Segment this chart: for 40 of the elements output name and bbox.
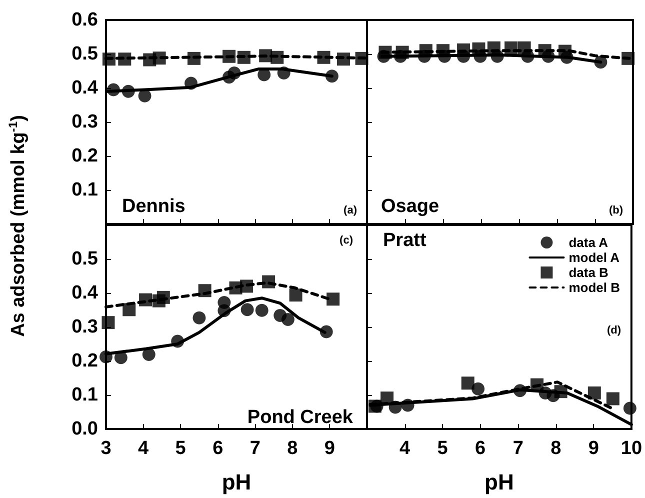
x-tick-label: 3 <box>100 438 112 459</box>
x-tick-label: 6 <box>212 438 224 459</box>
annotation: (a) <box>344 204 358 216</box>
x-tick-label: 9 <box>588 438 599 459</box>
annotation: (d) <box>606 324 622 336</box>
y-tick-label: 0.1 <box>72 384 98 406</box>
x-tick-label: 8 <box>550 438 562 459</box>
y-tick-label: 0.5 <box>72 248 98 270</box>
annotation: Pratt <box>383 230 427 251</box>
x-axis-title: pH <box>484 470 514 494</box>
x-tick-label: 7 <box>512 438 524 459</box>
x-tick-label: 4 <box>138 438 149 459</box>
x-tick-label: 7 <box>250 438 260 459</box>
legend-label: data B <box>568 265 608 280</box>
x-tick-label: 10 <box>620 438 642 459</box>
annotation: Dennis <box>122 196 186 217</box>
x-tick-label: 6 <box>475 438 486 459</box>
y-tick-label: 0.4 <box>72 78 98 98</box>
legend-label: model B <box>568 280 620 295</box>
y-tick-label: 0.4 <box>72 282 98 304</box>
x-tick-label: 9 <box>324 438 336 459</box>
annotation: (b) <box>608 204 624 216</box>
y-tick-label: 0.2 <box>72 146 98 166</box>
y-tick-label: 0.0 <box>72 418 98 440</box>
y-tick-label: 0.1 <box>72 180 98 200</box>
y-tick-label: 0.5 <box>72 44 98 64</box>
legend-label: data A <box>568 235 609 250</box>
x-tick-label: 4 <box>399 438 410 459</box>
y-tick-label: 0.3 <box>72 316 98 338</box>
y-tick-label: 0.3 <box>72 112 98 132</box>
x-axis-title: pH <box>222 470 252 494</box>
annotation: Pond Creek <box>247 407 354 428</box>
annotation: (c) <box>340 234 354 246</box>
x-tick-label: 5 <box>437 438 448 459</box>
legend-label: model A <box>568 250 620 265</box>
x-tick-label: 5 <box>175 438 186 459</box>
annotation: Osage <box>381 196 440 217</box>
x-tick-label: 8 <box>287 438 298 459</box>
y-tick-label: 0.6 <box>72 10 98 30</box>
y-tick-label: 0.2 <box>72 350 98 372</box>
